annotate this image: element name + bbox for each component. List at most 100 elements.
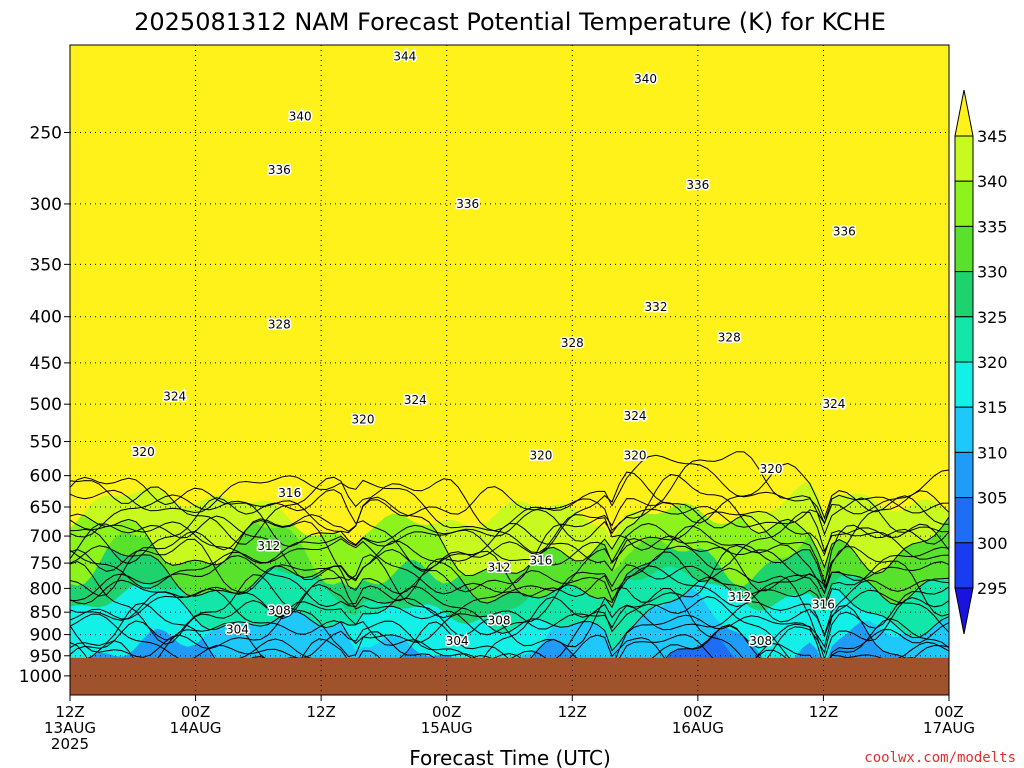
contour-label: 320 [529, 449, 552, 463]
colorbar-tick-label: 345 [977, 127, 1008, 146]
contour-344 [70, 494, 949, 546]
colorbar: 345 340 335 330 325 320 315 310 305 300 295 [954, 89, 1008, 635]
contour-316 [70, 574, 949, 683]
contour-label: 312 [257, 539, 280, 553]
contour-labels: 344 340 340 336 336 336 336 332 328 328 328 324 324 3… [130, 48, 857, 649]
x-tick-label: 12Z [306, 703, 335, 721]
ground-surface [70, 657, 949, 695]
colorbar-segment [954, 361, 974, 408]
contour-312 [70, 613, 949, 675]
contour-350 [70, 454, 949, 532]
contour-label: 312 [488, 560, 511, 574]
contour-label: 328 [561, 336, 584, 350]
contour-label: 336 [456, 197, 479, 211]
x-tick-label: 12Z [558, 703, 587, 721]
colorbar-segment [954, 406, 974, 453]
y-axis: 250 300 350 400 450 500 550 600 650 700 750 800 850 9… [19, 123, 70, 687]
y-tick-label: 250 [30, 123, 62, 143]
contour-label: 320 [132, 445, 155, 459]
contour-label: 320 [624, 449, 647, 463]
colorbar-tick-label: 330 [977, 263, 1008, 282]
colorbar-segment [954, 271, 974, 318]
contour-338 [70, 510, 949, 566]
x-tick-label: 12Z [809, 703, 838, 721]
contour-340 [70, 473, 949, 577]
colorbar-extend-bottom [954, 587, 974, 635]
x-tick-label: 15AUG [421, 719, 473, 737]
contour-label: 316 [278, 486, 301, 500]
y-tick-label: 500 [30, 395, 62, 415]
contour-322 [70, 551, 949, 661]
x-tick-label: 00Z [432, 703, 461, 721]
colorbar-segment [954, 316, 974, 363]
y-tick-label: 600 [30, 467, 62, 487]
grid-lines [70, 45, 949, 695]
y-tick-label: 900 [30, 626, 62, 646]
colorbar-segment [954, 180, 974, 227]
colorbar-tick-label: 310 [977, 443, 1008, 462]
x-tick-label: 2025 [51, 735, 89, 753]
contour-332 [70, 522, 949, 606]
y-tick-label: 400 [30, 308, 62, 328]
x-tick-label: 16AUG [672, 719, 724, 737]
y-tick-label: 700 [30, 527, 62, 547]
colorbar-tick-label: 320 [977, 353, 1008, 372]
colorbar-extend-top [954, 89, 974, 137]
contour-label: 332 [645, 300, 668, 314]
colorbar-tick-label: 325 [977, 308, 1008, 327]
credit-text: coolwx.com/modelts [864, 750, 1016, 766]
plot-frame [69, 44, 950, 696]
colorbar-tick-label: 340 [977, 172, 1008, 191]
contour-label: 324 [163, 389, 186, 403]
y-tick-label: 300 [30, 195, 62, 215]
contour-label: 308 [488, 613, 511, 627]
contour-label: 336 [686, 178, 709, 192]
y-tick-label: 450 [30, 354, 62, 374]
contour-320 [70, 576, 949, 652]
colorbar-tick-label: 305 [977, 489, 1008, 508]
y-tick-label: 550 [30, 433, 62, 453]
y-tick-label: 800 [30, 579, 62, 599]
x-tick-label: 00Z [683, 703, 712, 721]
colorbar-segment [954, 225, 974, 273]
contour-label: 308 [749, 634, 772, 648]
contour-326 [70, 555, 949, 619]
contour-label: 316 [812, 598, 835, 612]
contour-328 [70, 538, 949, 618]
contour-label: 312 [728, 590, 751, 604]
band-above-345 [70, 45, 949, 549]
colorbar-tick-label: 295 [977, 579, 1008, 598]
x-tick-label: 12Z [55, 703, 84, 721]
contour-label: 308 [268, 603, 291, 617]
contour-label: 304 [446, 634, 469, 648]
contour-label: 324 [822, 397, 845, 411]
x-axis-label: Forecast Time (UTC) [409, 746, 611, 768]
contour-label: 324 [624, 409, 647, 423]
y-tick-label: 350 [30, 255, 62, 275]
contour-label: 320 [760, 462, 783, 476]
x-tick-label: 13AUG [44, 719, 96, 737]
y-tick-label: 650 [30, 498, 62, 518]
y-tick-label: 850 [30, 603, 62, 623]
contour-label: 328 [268, 317, 291, 331]
contour-334 [70, 517, 949, 597]
contour-label: 320 [352, 413, 375, 427]
colorbar-tick-label: 300 [977, 534, 1008, 553]
contour-label: 304 [226, 622, 249, 636]
contour-346 [70, 462, 949, 548]
colorbar-tick-label: 335 [977, 217, 1008, 236]
x-tick-label: 14AUG [170, 719, 222, 737]
chart-title: 2025081312 NAM Forecast Potential Temper… [134, 8, 886, 36]
y-tick-label: 950 [30, 647, 62, 667]
x-tick-label: 00Z [181, 703, 210, 721]
contour-label: 336 [268, 163, 291, 177]
contour-348 [70, 451, 949, 554]
colorbar-segment [954, 542, 974, 589]
contour-label: 340 [289, 109, 312, 123]
plot-area: 344 340 340 336 336 336 336 332 328 328 328 324 324 3… [70, 45, 949, 695]
colorbar-segment [954, 497, 974, 544]
x-tick-label: 17AUG [923, 719, 975, 737]
colorbar-segment [954, 451, 974, 499]
